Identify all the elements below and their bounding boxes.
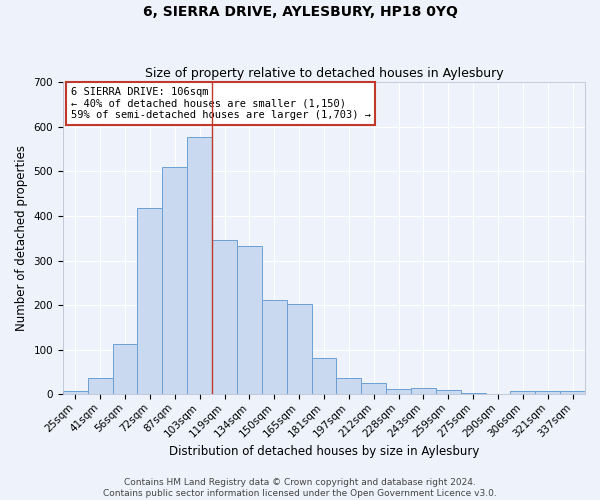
Bar (113, 344, 137, 395)
Text: 6, SIERRA DRIVE, AYLESBURY, HP18 0YQ: 6, SIERRA DRIVE, AYLESBURY, HP18 0YQ (143, 5, 457, 19)
Bar (287, 304, 311, 394)
Bar (212, 240, 237, 394)
Bar (237, 246, 262, 394)
Bar (163, 167, 187, 394)
Bar (361, 384, 386, 394)
Bar (511, 391, 535, 394)
Bar (63, 391, 88, 394)
Text: Contains HM Land Registry data © Crown copyright and database right 2024.
Contai: Contains HM Land Registry data © Crown c… (103, 478, 497, 498)
Title: Size of property relative to detached houses in Aylesbury: Size of property relative to detached ho… (145, 66, 503, 80)
Bar (461, 393, 485, 394)
Bar (560, 392, 585, 394)
Bar (311, 358, 337, 395)
Text: 6 SIERRA DRIVE: 106sqm
← 40% of detached houses are smaller (1,150)
59% of semi-: 6 SIERRA DRIVE: 106sqm ← 40% of detached… (71, 86, 371, 120)
Bar (337, 378, 361, 394)
Bar (535, 391, 560, 394)
Bar (137, 208, 163, 394)
X-axis label: Distribution of detached houses by size in Aylesbury: Distribution of detached houses by size … (169, 444, 479, 458)
Bar (411, 388, 436, 394)
Bar (386, 389, 411, 394)
Bar (436, 390, 461, 394)
Bar (262, 300, 287, 394)
Bar (187, 136, 212, 394)
Bar (88, 378, 113, 394)
Y-axis label: Number of detached properties: Number of detached properties (15, 146, 28, 332)
